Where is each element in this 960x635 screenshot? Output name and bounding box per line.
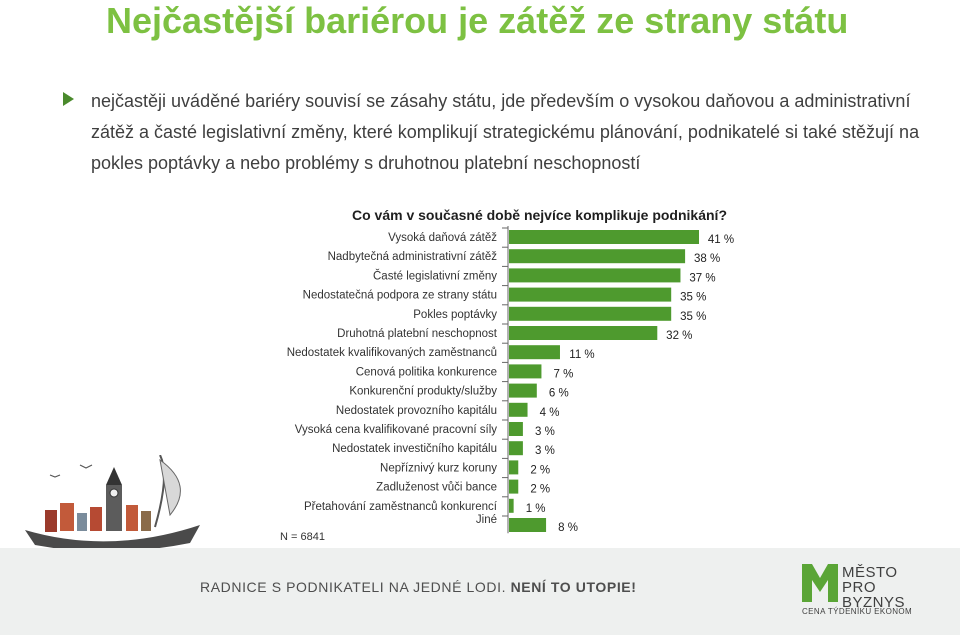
bar	[509, 518, 547, 532]
data-label: 38 %	[694, 253, 720, 265]
bar	[509, 230, 699, 244]
logo-line2: PRO	[842, 579, 877, 596]
category-label: Konkurenční produkty/služby	[349, 386, 497, 398]
category-label: Cenová politika konkurence	[356, 366, 497, 378]
data-label: 32 %	[666, 330, 692, 342]
page-title: Nejčastější bariérou je zátěž ze strany …	[106, 0, 849, 41]
data-label: 41 %	[708, 234, 734, 246]
bullet-arrow-icon	[63, 92, 74, 106]
data-label: 1 %	[526, 503, 546, 515]
bar	[509, 460, 519, 475]
category-label: Zadluženost vůči bance	[376, 482, 497, 494]
bar	[509, 326, 658, 340]
bar	[509, 287, 672, 302]
bar	[509, 364, 542, 379]
category-label: Jiné	[476, 514, 497, 526]
bar	[509, 498, 514, 513]
ship-illustration-icon	[25, 455, 200, 552]
bar	[509, 383, 537, 398]
category-label: Časté legislativní změny	[373, 269, 497, 282]
data-label: 4 %	[540, 407, 560, 419]
data-label: 6 %	[549, 388, 569, 400]
banner-slogan-part2: NENÍ TO UTOPIE!	[510, 579, 637, 595]
data-label: 3 %	[535, 426, 555, 438]
bar	[509, 306, 672, 321]
bar	[509, 249, 686, 264]
bar	[509, 402, 528, 417]
data-label: 37 %	[689, 272, 715, 284]
bar	[509, 479, 519, 494]
category-label: Vysoká daňová zátěž	[388, 232, 497, 244]
bar	[509, 268, 681, 283]
footer-banner: RADNICE S PODNIKATELI NA JEDNÉ LODI. NEN…	[0, 548, 960, 635]
bullet-text: nejčastěji uváděné bariéry souvisí se zá…	[91, 91, 920, 173]
category-label: Druhotná platební neschopnost	[337, 328, 498, 340]
category-label: Přetahování zaměstnanců konkurencí	[304, 501, 498, 513]
logo-subtitle: CENA TÝDENÍKU EKONOM	[802, 607, 913, 616]
bar	[509, 441, 523, 456]
data-label: 35 %	[680, 292, 706, 304]
sample-size-label: N = 6841	[280, 531, 325, 543]
category-label: Nedostatek provozního kapitálu	[336, 405, 497, 417]
data-label: 8 %	[558, 522, 578, 534]
category-label: Nepříznivý kurz koruny	[380, 462, 497, 474]
banner-slogan-part1: RADNICE S PODNIKATELI NA JEDNÉ LODI.	[200, 579, 511, 595]
logo-text: MĚSTO PRO BYZNYS	[842, 565, 905, 610]
data-label: 3 %	[535, 445, 555, 457]
category-label: Nedostatečná podpora ze strany státu	[303, 290, 497, 302]
banner-slogan: RADNICE S PODNIKATELI NA JEDNÉ LODI. NEN…	[200, 579, 637, 595]
data-label: 11 %	[569, 349, 594, 361]
category-label: Nedostatek kvalifikovaných zaměstnanců	[287, 347, 497, 359]
category-label: Vysoká cena kvalifikované pracovní síly	[295, 424, 497, 436]
chart-title: Co vám v současné době nejvíce komplikuj…	[352, 207, 727, 223]
data-label: 2 %	[530, 464, 550, 476]
bar	[509, 345, 560, 360]
logo-line3: BYZNYS	[842, 594, 906, 611]
mesto-pro-byznys-logo-icon	[802, 564, 838, 602]
category-label: Pokles poptávky	[413, 309, 497, 321]
category-label: Nedostatek investičního kapitálu	[332, 443, 497, 455]
data-label: 2 %	[530, 484, 550, 496]
logo-line1: MĚSTO	[842, 564, 898, 581]
bar-chart: Vysoká daňová zátěž 41 % Nadbytečná admini…	[287, 226, 734, 534]
data-label: 7 %	[554, 368, 574, 380]
bar	[509, 422, 523, 436]
category-label: Nadbytečná administrativní zátěž	[328, 251, 498, 263]
data-label: 35 %	[680, 311, 706, 323]
